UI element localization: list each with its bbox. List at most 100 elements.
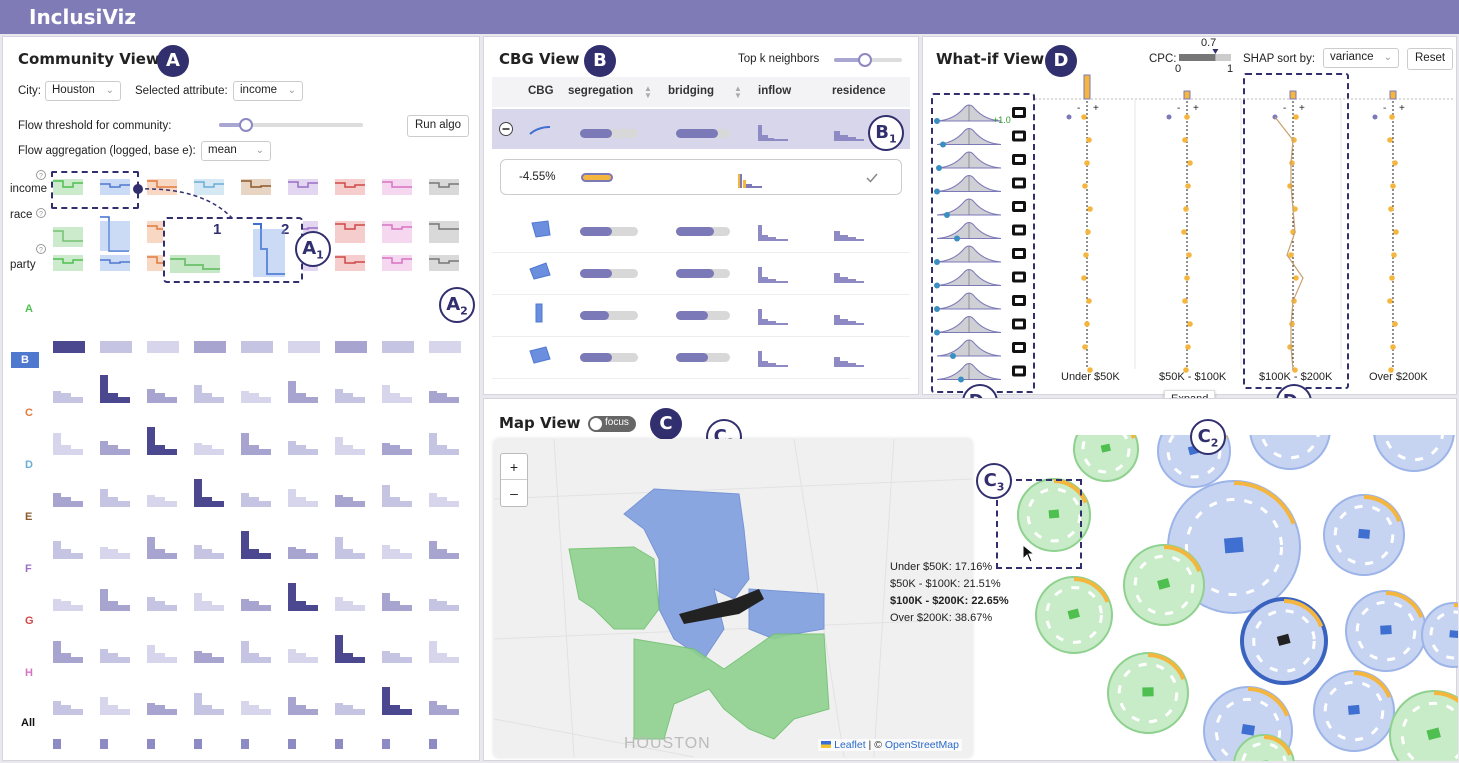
group-label-all[interactable]: All: [21, 717, 36, 729]
tooltip-line-4: Over $200K: 38.67%: [890, 612, 993, 624]
highlight-bubble-box: [996, 479, 1082, 569]
check-icon[interactable]: [865, 171, 879, 185]
inflow-histogram: [758, 125, 788, 141]
flow-histogram: [288, 341, 320, 353]
shap-sum-bar: [1389, 90, 1397, 100]
flow-histogram: [429, 433, 459, 455]
group-label-a[interactable]: A: [25, 303, 33, 315]
table-row[interactable]: [492, 213, 910, 253]
map-shapes: [494, 439, 972, 757]
flow-histogram: [100, 489, 130, 507]
badge-b1-sub: 1: [889, 132, 897, 146]
flow-histogram: [382, 739, 390, 749]
collapse-icon[interactable]: [498, 121, 514, 137]
osm-link[interactable]: OpenStreetMap: [884, 739, 959, 751]
stethoscope-icon: [1012, 107, 1026, 118]
help-circle-icon[interactable]: ?: [36, 208, 46, 219]
sort-icon[interactable]: ▲ ▼: [644, 84, 652, 100]
group-label-f[interactable]: F: [25, 563, 32, 575]
shap-marker: [1185, 344, 1191, 350]
attr-chart-band: [335, 221, 365, 243]
shap-sort-select[interactable]: variance ⌄: [1323, 48, 1399, 68]
table-row[interactable]: [492, 297, 910, 337]
col-header-cbg[interactable]: CBG: [528, 85, 554, 97]
community-view-panel: Community View A City: Houston ⌄ Selected…: [2, 36, 480, 761]
flow-histogram: [53, 739, 61, 749]
table-row[interactable]: [492, 339, 910, 379]
flow-histogram: [100, 739, 108, 749]
col-header-bridging[interactable]: bridging: [668, 85, 714, 97]
cbg-bubble: [1035, 576, 1113, 654]
flow-histogram: [53, 599, 83, 611]
flow-histogram: [288, 697, 318, 715]
slider-handle[interactable]: [858, 53, 872, 67]
shap-marker: [1081, 275, 1087, 281]
table-row[interactable]: [492, 255, 910, 295]
help-circle-icon[interactable]: ?: [36, 170, 46, 181]
delta-label: +1.0: [993, 115, 1011, 125]
flow-histogram: [241, 599, 271, 611]
map-canvas[interactable]: + – HOUSTON Leaflet | © OpenStreetMap: [494, 439, 972, 757]
slider-handle[interactable]: [239, 118, 253, 132]
shap-marker: [1388, 367, 1394, 373]
zoom-in-button[interactable]: +: [501, 454, 527, 480]
distribution-marker: [950, 353, 956, 359]
cpc-gauge[interactable]: [1175, 49, 1235, 63]
aggregation-select[interactable]: mean ⌄: [201, 141, 271, 161]
cbg-view-title: CBG View: [499, 50, 580, 68]
cbg-view-panel: CBG View B Top k neighbors CBG segregati…: [483, 36, 919, 395]
cpc-min: 0: [1175, 63, 1182, 75]
city-select[interactable]: Houston ⌄: [45, 81, 121, 101]
col-header-inflow[interactable]: inflow: [758, 85, 792, 97]
col-header-residence[interactable]: residence: [832, 85, 886, 97]
cbg-bubble: [1389, 690, 1458, 761]
cbg-shape: [529, 126, 551, 135]
shap-marker: [1183, 367, 1189, 373]
aggregation-select-value: mean: [208, 144, 237, 156]
community-view-badge: A: [157, 45, 189, 77]
cbg-bubble: [1123, 544, 1205, 626]
segregation-bar: [580, 227, 638, 236]
topk-label: Top k neighbors: [738, 53, 820, 65]
flow-histogram: [194, 385, 224, 403]
group-label-c[interactable]: C: [25, 407, 33, 419]
attribute-select[interactable]: income ⌄: [233, 81, 303, 101]
flow-threshold-slider[interactable]: [219, 118, 363, 132]
flow-histogram: [147, 739, 155, 749]
shap-marker-base: [1372, 114, 1378, 120]
zoom-out-button[interactable]: –: [510, 485, 518, 501]
flow-histogram: [147, 703, 177, 715]
attr-chart-line: [100, 259, 130, 264]
cbg-shape: [535, 303, 543, 323]
group-label-e[interactable]: E: [25, 511, 33, 523]
cbg-bubble: [1373, 435, 1455, 472]
cpc-label: CPC:: [1149, 53, 1177, 65]
topk-slider[interactable]: [834, 53, 902, 67]
flow-histogram: [382, 485, 412, 507]
run-algo-button[interactable]: Run algo: [407, 115, 470, 137]
flow-histogram: [241, 739, 249, 749]
leaflet-link[interactable]: Leaflet: [834, 739, 866, 751]
attr-row-race: race: [10, 209, 33, 221]
help-circle-icon[interactable]: ?: [36, 244, 46, 255]
reset-button[interactable]: Reset: [1407, 48, 1454, 70]
badge-c2-letter: C: [1197, 426, 1211, 447]
segregation-change: -4.55%: [519, 171, 556, 183]
chevron-down-icon: ⌄: [1383, 52, 1392, 63]
attr-chart-line: [194, 181, 224, 188]
flow-histogram: [382, 341, 414, 353]
group-label-d[interactable]: D: [25, 459, 33, 471]
cbg-shape: [531, 220, 551, 238]
shap-marker: [1390, 183, 1396, 189]
cbg-bubble: [1345, 590, 1427, 672]
flow-histogram: [241, 341, 273, 353]
group-label-h[interactable]: H: [25, 667, 33, 679]
col-header-segregation[interactable]: segregation: [568, 85, 634, 97]
group-label-g[interactable]: G: [25, 615, 34, 627]
group-label-b[interactable]: B: [11, 352, 39, 368]
badge-a2-letter: A: [446, 294, 461, 315]
focus-toggle[interactable]: focus: [588, 416, 636, 432]
sort-icon[interactable]: ▲ ▼: [734, 84, 742, 100]
shap-marker: [1393, 229, 1399, 235]
flow-histogram: [382, 593, 412, 611]
